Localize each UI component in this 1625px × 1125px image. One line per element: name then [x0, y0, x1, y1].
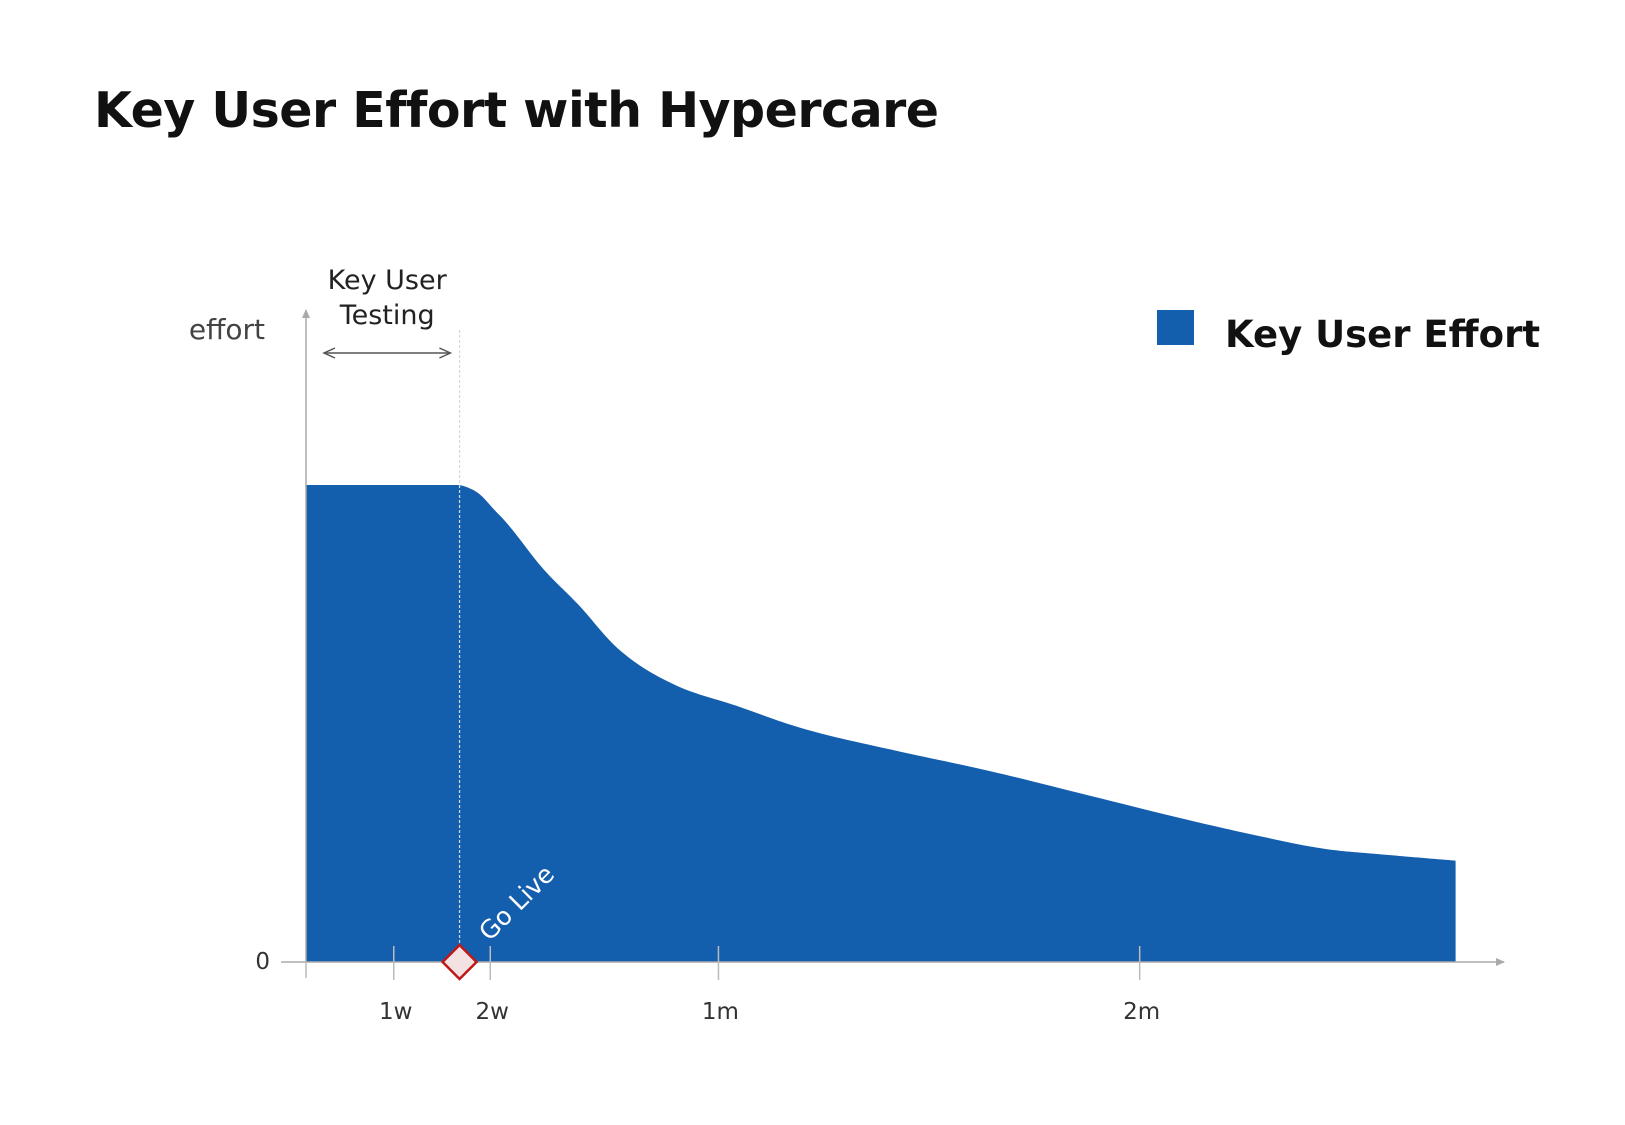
chart-title: Key User Effort with Hypercare [94, 82, 939, 139]
x-tick-label-2m: 2m [1123, 999, 1160, 1025]
y-axis-label: effort [189, 313, 265, 346]
y-tick-label-0: 0 [255, 949, 270, 975]
x-tick-label-1m: 1m [702, 999, 739, 1025]
key-user-effort-area [306, 485, 1456, 962]
phase-label-line2: Testing [339, 300, 435, 331]
x-ticks: 1w 2w 1m 2m [379, 946, 1160, 1025]
legend-label: Key User Effort [1225, 313, 1540, 356]
x-tick-label-1w: 1w [379, 999, 412, 1025]
go-live-milestone-marker [440, 943, 479, 981]
x-tick-label-2w: 2w [476, 999, 509, 1025]
phase-label-line1: Key User [328, 265, 448, 296]
legend-swatch [1157, 310, 1194, 345]
